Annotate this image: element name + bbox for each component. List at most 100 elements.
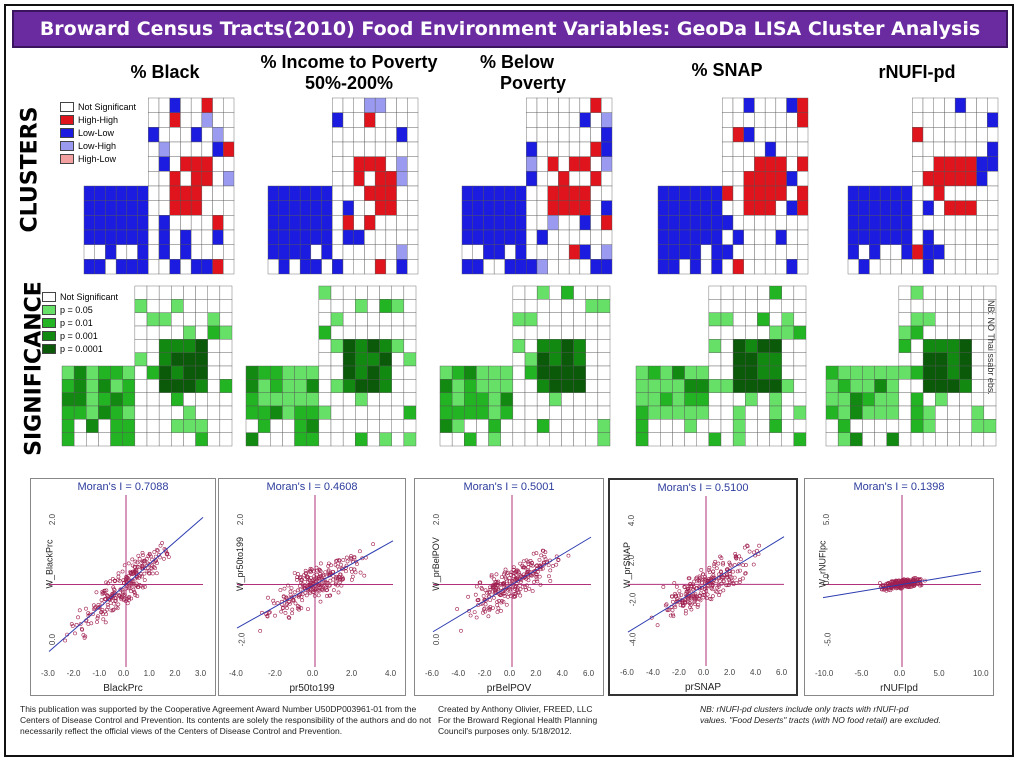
scatter-point [491,595,496,600]
tract-cell [472,244,484,260]
tract-cell [689,200,702,216]
tract-cell [720,365,734,380]
tract-cell [212,259,224,275]
tract-cell [660,432,673,447]
scatter-point [661,585,666,589]
tract-cell [987,171,999,187]
scatter-point [707,565,712,570]
tract-cell [146,419,160,433]
tract-cell [134,325,148,340]
tract-cell [679,185,691,201]
tract-cell [190,185,203,201]
tract-cell [278,215,290,231]
tract-cell [321,229,333,245]
scatter-point [711,594,715,599]
tract-cell [472,229,484,245]
tract-cell [171,312,184,327]
tract-cell [933,112,945,128]
scatter-point [886,587,891,592]
scatter-point [293,601,298,606]
scatter-point [721,588,726,593]
tract-cell [190,259,203,275]
scatter-point [283,611,288,615]
tract-cell [110,405,123,420]
scatter-point [290,611,295,616]
tract-cell [912,127,924,143]
tract-cell [886,379,900,393]
tract-cell [385,112,397,128]
tract-cell [933,127,945,143]
legend-swatch [42,317,56,328]
tract-cell [318,312,332,327]
scatter-point [532,580,536,585]
tract-cell [976,141,988,157]
tract-cell [146,285,160,300]
scatter-point [472,610,477,614]
tract-cell [158,259,170,275]
tract-cell [568,229,581,245]
tract-cell [708,325,722,340]
tract-cell [935,312,948,327]
tract-cell [169,127,181,143]
tract-cell [732,325,746,340]
regression-line [822,570,982,599]
tract-cell [122,405,136,420]
tract-cell [330,392,344,407]
scatter-point [739,557,743,562]
tract-cell [935,432,948,447]
tract-cell [500,392,514,407]
tract-cell [781,312,795,327]
tract-cell [722,259,734,275]
tract-cell [201,141,213,157]
tract-cell [901,200,913,216]
scatter-point [476,603,481,607]
scatter-point [706,580,711,585]
tract-cell [947,365,960,380]
tract-cell [318,405,332,420]
tract-cell [769,285,782,300]
tract-cell [983,432,997,447]
tract-cell [332,141,344,157]
tract-cell [158,156,170,172]
scatter-point [121,598,126,602]
scatter-point [302,584,306,589]
tract-cell [971,365,985,380]
scatter-point [724,583,729,588]
tract-cell [764,185,777,201]
scatter-point [308,566,313,571]
tract-cell [219,419,233,433]
tract-cell [547,244,559,260]
tract-cell [732,432,746,447]
y-tick-label: 0.0 [822,574,832,586]
tract-cell [158,285,172,300]
scatter-point [692,579,697,584]
tract-cell [212,200,224,216]
tract-cell [922,229,934,245]
x-tick-label: 4.0 [750,668,762,677]
tract-cell [684,405,697,420]
tract-cell [321,200,333,216]
tract-cell [207,299,221,313]
x-tick-label: -6.0 [620,668,634,677]
tract-cell [115,215,128,231]
tract-cell [684,365,697,380]
scatter-point [116,574,121,579]
tract-cell [901,259,913,275]
scatter-point [499,575,504,580]
tract-cell [94,244,106,260]
tract-cell [590,200,602,216]
tract-cell [754,156,766,172]
tract-cell [364,215,376,231]
tract-cell [385,229,397,245]
tract-cell [647,405,661,420]
tract-cell [696,405,710,420]
scatter-point [327,583,332,588]
tract-cell [684,419,697,433]
tract-cell [635,405,649,420]
tract-cell [61,392,75,407]
scatter-point [312,593,317,598]
moran-scatter-below-poverty: Moran's I = 0.5001 prBelPOV W_prBelPOV -… [414,478,604,696]
tract-cell [910,325,924,340]
tract-cell [171,392,184,407]
scatter-point [100,589,105,594]
